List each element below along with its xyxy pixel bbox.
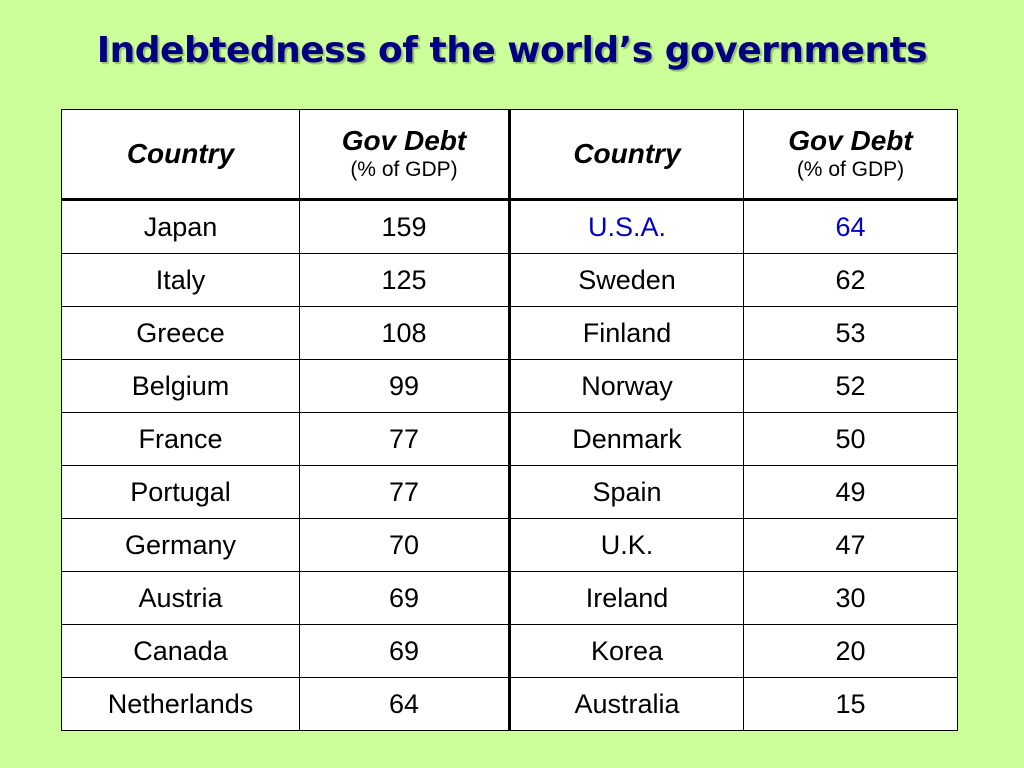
country-cell: France: [61, 412, 300, 466]
page-title: Indebtedness of the world’s governments: [96, 30, 928, 71]
debt-cell: 64: [299, 677, 511, 731]
country-cell: Sweden: [509, 253, 744, 307]
table-row: Netherlands 64 Australia 15: [61, 677, 958, 731]
debt-cell: 159: [299, 199, 511, 254]
country-cell: Finland: [509, 306, 744, 360]
debt-cell: 69: [299, 624, 511, 678]
header-debt-unit: (% of GDP): [350, 158, 458, 181]
debt-cell: 49: [743, 465, 958, 519]
table-row: Canada 69 Korea 20: [61, 624, 958, 678]
table-row: Greece 108 Finland 53: [61, 306, 958, 360]
country-cell: Norway: [509, 359, 744, 413]
country-cell: Italy: [61, 253, 300, 307]
debt-cell: 15: [743, 677, 958, 731]
country-cell: Germany: [61, 518, 300, 572]
table-row: Italy 125 Sweden 62: [61, 253, 958, 307]
debt-table: Country Gov Debt (% of GDP) Country Gov …: [61, 109, 958, 731]
table-row: France 77 Denmark 50: [61, 412, 958, 466]
country-cell: Austria: [61, 571, 300, 625]
debt-cell: 53: [743, 306, 958, 360]
country-cell: Japan: [61, 199, 300, 254]
country-cell: Belgium: [61, 359, 300, 413]
debt-cell: 70: [299, 518, 511, 572]
debt-cell: 108: [299, 306, 511, 360]
table-row: Portugal 77 Spain 49: [61, 465, 958, 519]
debt-cell: 20: [743, 624, 958, 678]
debt-cell: 77: [299, 465, 511, 519]
debt-cell: 62: [743, 253, 958, 307]
country-cell: Spain: [509, 465, 744, 519]
country-cell: Greece: [61, 306, 300, 360]
debt-cell: 125: [299, 253, 511, 307]
debt-cell: 47: [743, 518, 958, 572]
country-cell: Netherlands: [61, 677, 300, 731]
debt-cell: 50: [743, 412, 958, 466]
country-cell: Korea: [509, 624, 744, 678]
country-cell: Canada: [61, 624, 300, 678]
header-debt-right: Gov Debt (% of GDP): [743, 109, 958, 201]
debt-cell: 52: [743, 359, 958, 413]
debt-cell: 77: [299, 412, 511, 466]
table-row: Japan 159 U.S.A. 64: [61, 199, 958, 254]
header-debt-label: Gov Debt: [788, 125, 913, 156]
country-cell: Portugal: [61, 465, 300, 519]
table-body: Japan 159 U.S.A. 64 Italy 125 Sweden 62 Greece 10…: [61, 199, 958, 731]
header-country-label: Country: [573, 138, 681, 169]
header-debt-unit: (% of GDP): [796, 158, 905, 181]
table-row: Austria 69 Ireland 30: [61, 571, 958, 625]
table-header-row: Country Gov Debt (% of GDP) Country Gov …: [61, 109, 958, 201]
debt-cell: 64: [743, 199, 958, 254]
header-debt-left: Gov Debt (% of GDP): [299, 109, 511, 201]
header-debt-label: Gov Debt: [341, 125, 467, 156]
table-row: Germany 70 U.K. 47: [61, 518, 958, 572]
country-cell: Denmark: [509, 412, 744, 466]
debt-cell: 99: [299, 359, 511, 413]
country-cell: U.S.A.: [509, 199, 744, 254]
country-cell: Australia: [509, 677, 744, 731]
debt-cell: 69: [299, 571, 511, 625]
table-row: Belgium 99 Norway 52: [61, 359, 958, 413]
debt-cell: 30: [743, 571, 958, 625]
country-cell: Ireland: [509, 571, 744, 625]
header-country-left: Country: [61, 109, 300, 201]
header-country-label: Country: [126, 138, 235, 169]
country-cell: U.K.: [509, 518, 744, 572]
header-country-right: Country: [509, 109, 744, 201]
